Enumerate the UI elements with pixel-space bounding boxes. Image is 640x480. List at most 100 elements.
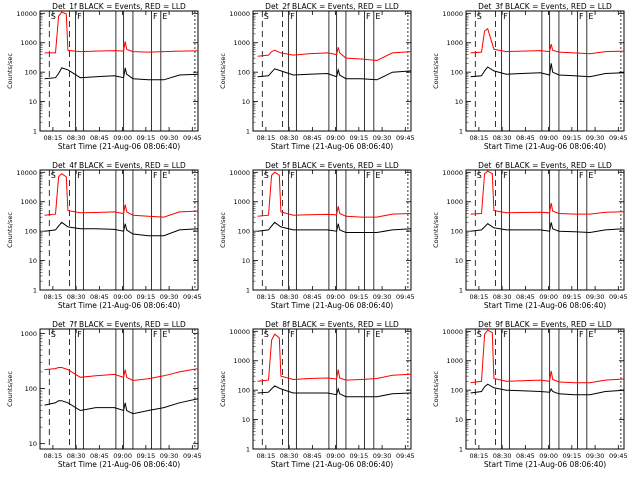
plot-frame xyxy=(252,10,412,132)
x-tick-label: 08:30 xyxy=(493,293,512,301)
y-axis-label: Counts/sec xyxy=(219,371,227,407)
y-tick-label: 100 xyxy=(451,387,463,395)
event-marker-label: F xyxy=(77,12,82,21)
event-marker-label: F xyxy=(366,12,371,21)
y-tick-label: 10 xyxy=(29,257,37,265)
x-tick-label: 08:30 xyxy=(67,134,86,142)
y-tick-label: 1000 xyxy=(233,39,250,47)
event-marker-label: F xyxy=(153,171,158,180)
x-tick-label: 09:45 xyxy=(183,293,202,301)
x-axis-label: Start Time (21-Aug-06 08:06:40) xyxy=(484,460,606,469)
x-axis-label: Start Time (21-Aug-06 08:06:40) xyxy=(271,301,393,310)
panel-title: Det_3f BLACK = Events, RED = LLD xyxy=(478,2,612,11)
event-marker-label: F xyxy=(77,330,82,339)
lld-series-line xyxy=(257,333,412,382)
plot-frame xyxy=(39,10,199,132)
events-series-line xyxy=(257,67,412,81)
x-axis-label: Start Time (21-Aug-06 08:06:40) xyxy=(271,460,393,469)
detector-panel: Det_6f BLACK = Events, RED = LLD Start Ti… xyxy=(432,161,628,310)
event-marker-label: F xyxy=(503,171,508,180)
x-tick-label: 08:30 xyxy=(280,452,299,460)
x-tick-label: 09:45 xyxy=(183,452,202,460)
y-tick-label: 100 xyxy=(451,228,463,236)
x-tick-label: 08:30 xyxy=(493,452,512,460)
lld-series-line xyxy=(44,367,199,382)
x-tick-label: 08:15 xyxy=(44,134,63,142)
plot-frame xyxy=(252,328,412,450)
panel-title: Det_7f BLACK = Events, RED = LLD xyxy=(52,320,186,329)
x-tick-label: 09:15 xyxy=(562,293,581,301)
x-tick-label: 08:30 xyxy=(280,293,299,301)
detector-panel: Det_2f BLACK = Events, RED = LLD Start Ti… xyxy=(219,2,415,151)
x-tick-label: 08:15 xyxy=(44,452,63,460)
x-tick-label: 09:45 xyxy=(609,452,628,460)
x-axis-label: Start Time (21-Aug-06 08:06:40) xyxy=(484,142,606,151)
y-tick-label: 1000 xyxy=(233,198,250,206)
y-tick-label: 10 xyxy=(455,257,463,265)
x-tick-label: 08:45 xyxy=(90,293,109,301)
event-marker-label: E xyxy=(375,330,380,339)
detector-panel: Det_1f BLACK = Events, RED = LLD Start Ti… xyxy=(6,2,202,151)
x-tick-label: 09:30 xyxy=(586,293,605,301)
y-tick-label: 1000 xyxy=(20,39,37,47)
x-tick-label: 09:15 xyxy=(562,452,581,460)
lld-series-line xyxy=(257,171,412,218)
lld-series-line xyxy=(257,47,412,62)
detector-panel: Det_8f BLACK = Events, RED = LLD Start Ti… xyxy=(219,320,415,469)
x-tick-label: 09:30 xyxy=(160,452,179,460)
event-marker-label: E xyxy=(375,171,380,180)
x-tick-label: 09:45 xyxy=(396,293,415,301)
panel-title: Det_2f BLACK = Events, RED = LLD xyxy=(265,2,399,11)
lld-series-line xyxy=(470,27,625,55)
y-axis-label: Counts/sec xyxy=(219,212,227,248)
y-tick-label: 10 xyxy=(242,98,250,106)
x-tick-label: 08:45 xyxy=(516,293,535,301)
x-tick-label: 09:00 xyxy=(326,452,345,460)
y-axis-label: Counts/sec xyxy=(6,53,14,89)
event-marker-label: S xyxy=(477,171,482,180)
x-tick-label: 08:15 xyxy=(470,452,489,460)
x-tick-label: 08:45 xyxy=(516,134,535,142)
x-axis-label: Start Time (21-Aug-06 08:06:40) xyxy=(58,142,180,151)
x-axis-label: Start Time (21-Aug-06 08:06:40) xyxy=(58,301,180,310)
x-tick-label: 09:30 xyxy=(373,134,392,142)
event-marker-label: E xyxy=(375,12,380,21)
event-marker-label: F xyxy=(579,12,584,21)
y-tick-label: 10000 xyxy=(229,10,250,18)
events-series-line xyxy=(470,63,625,78)
y-axis-label: Counts/sec xyxy=(432,212,440,248)
y-axis-label: Counts/sec xyxy=(6,371,14,407)
y-tick-label: 1 xyxy=(33,287,37,295)
x-tick-label: 09:15 xyxy=(562,134,581,142)
x-tick-label: 08:45 xyxy=(90,452,109,460)
y-tick-label: 100 xyxy=(25,69,37,77)
y-tick-label: 1000 xyxy=(446,198,463,206)
x-tick-label: 08:15 xyxy=(257,452,276,460)
x-tick-label: 09:30 xyxy=(586,452,605,460)
y-tick-label: 100 xyxy=(451,69,463,77)
event-marker-label: E xyxy=(588,171,593,180)
event-marker-label: F xyxy=(153,12,158,21)
y-tick-label: 100 xyxy=(25,228,37,236)
detector-panel: Det_7f BLACK = Events, RED = LLD Start Ti… xyxy=(6,320,202,469)
x-tick-label: 09:00 xyxy=(326,293,345,301)
events-series-line xyxy=(257,385,412,398)
y-tick-label: 100 xyxy=(238,387,250,395)
panel-title: Det_6f BLACK = Events, RED = LLD xyxy=(478,161,612,170)
x-tick-label: 09:00 xyxy=(539,293,558,301)
x-tick-label: 09:30 xyxy=(373,293,392,301)
x-tick-label: 09:45 xyxy=(396,452,415,460)
plot-frame xyxy=(465,169,625,291)
event-marker-label: S xyxy=(51,171,56,180)
y-tick-label: 1000 xyxy=(20,330,37,338)
events-series-line xyxy=(470,222,625,234)
panel-title: Det_8f BLACK = Events, RED = LLD xyxy=(265,320,399,329)
y-tick-label: 1 xyxy=(246,446,250,454)
y-tick-label: 10000 xyxy=(229,169,250,177)
y-tick-label: 10000 xyxy=(442,328,463,336)
x-tick-label: 08:45 xyxy=(303,452,322,460)
x-tick-label: 08:30 xyxy=(280,134,299,142)
event-marker-label: S xyxy=(264,12,269,21)
event-marker-label: F xyxy=(290,330,295,339)
